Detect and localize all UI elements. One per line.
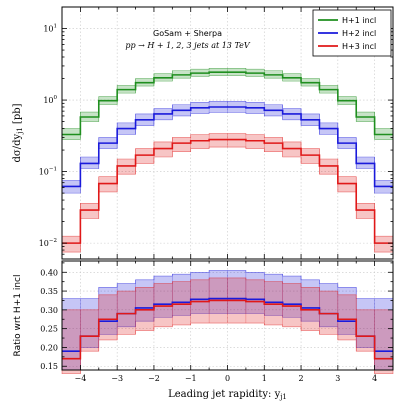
legend-label: H+1 incl bbox=[342, 16, 376, 25]
chart-subtitle: pp → H + 1, 2, 3 jets at 13 TeV bbox=[125, 41, 251, 50]
main-y-axis-label-unit: [pb] bbox=[12, 103, 23, 127]
x-tick-label: −3 bbox=[111, 374, 123, 383]
main-y-tick-label: 10−1 bbox=[39, 167, 57, 177]
ratio-y-tick-label: 0.15 bbox=[40, 362, 58, 371]
x-tick-label: 4 bbox=[372, 374, 377, 383]
legend-label: H+2 incl bbox=[342, 29, 376, 38]
ratio-y-tick-label: 0.35 bbox=[40, 287, 58, 296]
ratio-y-tick-label: 0.25 bbox=[40, 325, 58, 334]
ratio-bands bbox=[61, 270, 394, 375]
x-axis-label: Leading jet rapidity: yj1 bbox=[168, 389, 287, 401]
x-tick-label: −4 bbox=[74, 374, 86, 383]
x-axis-label-subscript: j1 bbox=[279, 393, 287, 401]
main-y-axis-label-subscript: j1 bbox=[16, 127, 24, 135]
legend-label: H+3 incl bbox=[342, 42, 376, 51]
x-tick-label: −1 bbox=[185, 374, 197, 383]
ratio-y-axis-label: Ratio wrt H+1 incl bbox=[13, 275, 23, 357]
main-panel: 10−2 10−1 100 101 GoSam + Sherpa pp → H + 1… bbox=[12, 6, 394, 260]
ratio-panel: −4 −3 −2 −1 0 1 2 3 4 0.15 0.20 0.25 0.30 0.35 0.40 Ra… bbox=[13, 260, 394, 401]
ratio-lines bbox=[62, 297, 393, 360]
main-y-tick-label: 100 bbox=[43, 95, 57, 105]
x-tick-label: 3 bbox=[335, 374, 340, 383]
ratio-y-tick-label: 0.30 bbox=[40, 306, 58, 315]
x-tick-label: 2 bbox=[299, 374, 304, 383]
main-lines bbox=[62, 71, 393, 244]
x-tick-label: 0 bbox=[225, 374, 230, 383]
ratio-band-h-3-incl bbox=[61, 277, 394, 375]
ratio-y-tick-label: 0.20 bbox=[40, 343, 58, 352]
ratio-y-tick-label: 0.40 bbox=[40, 268, 58, 277]
x-tick-label: −2 bbox=[148, 374, 160, 383]
main-y-tick-label: 101 bbox=[43, 24, 57, 34]
main-line-h-3-incl bbox=[62, 138, 393, 244]
main-line-h-2-incl bbox=[62, 106, 393, 188]
ratio-ticks: −4 −3 −2 −1 0 1 2 3 4 0.15 0.20 0.25 0.30 0.35 0.40 bbox=[40, 261, 394, 383]
legend: H+1 incl H+2 incl H+3 incl bbox=[312, 9, 392, 57]
main-y-axis-label: dσ/dyj1 [pb] bbox=[12, 103, 24, 162]
main-y-tick-label: 10−2 bbox=[39, 238, 57, 248]
main-ticks: 10−2 10−1 100 101 bbox=[39, 6, 394, 260]
ratio-line-h-3-incl bbox=[62, 299, 393, 360]
main-line-h-1-incl bbox=[62, 71, 393, 136]
x-tick-label: 1 bbox=[262, 374, 267, 383]
chart-title: GoSam + Sherpa bbox=[153, 29, 222, 38]
